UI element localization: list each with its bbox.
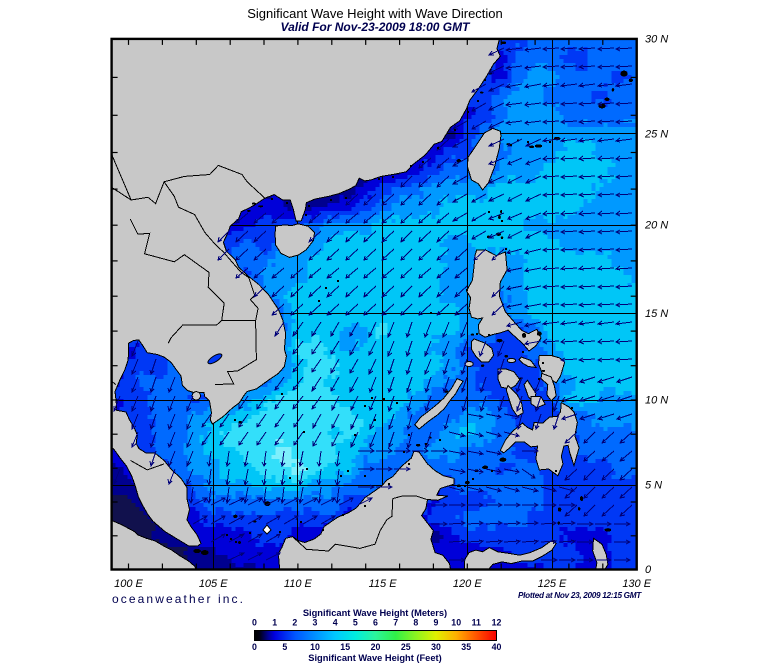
svg-text:Significant Wave Height with W: Significant Wave Height with Wave Direct… (247, 6, 503, 21)
svg-text:Valid For Nov-23-2009 18:00 GM: Valid For Nov-23-2009 18:00 GMT (281, 20, 472, 34)
svg-text:15 N: 15 N (645, 308, 668, 320)
svg-text:110 E: 110 E (284, 578, 313, 590)
svg-text:6: 6 (373, 618, 378, 628)
svg-text:9: 9 (434, 618, 439, 628)
svg-text:oceanweather inc.: oceanweather inc. (112, 592, 245, 606)
svg-text:130 E: 130 E (622, 578, 651, 590)
svg-text:20 N: 20 N (644, 220, 668, 232)
svg-text:8: 8 (413, 618, 418, 628)
svg-text:120 E: 120 E (453, 578, 482, 590)
svg-text:0: 0 (252, 642, 257, 652)
svg-text:12: 12 (492, 618, 502, 628)
svg-text:4: 4 (333, 618, 338, 628)
svg-text:11: 11 (472, 618, 481, 628)
svg-text:Plotted at Nov 23, 2009 12:15: Plotted at Nov 23, 2009 12:15 GMT (518, 591, 642, 600)
svg-text:25: 25 (401, 642, 411, 652)
svg-text:1: 1 (272, 618, 277, 628)
svg-text:125 E: 125 E (538, 578, 567, 590)
svg-text:15: 15 (340, 642, 350, 652)
svg-text:7: 7 (393, 618, 398, 628)
svg-text:40: 40 (492, 642, 502, 652)
svg-text:35: 35 (461, 642, 471, 652)
svg-text:5: 5 (282, 642, 287, 652)
svg-text:2: 2 (292, 618, 297, 628)
svg-text:10: 10 (310, 642, 320, 652)
svg-text:25 N: 25 N (644, 129, 668, 141)
svg-text:5 N: 5 N (645, 480, 662, 492)
svg-text:Significant Wave Height (Feet): Significant Wave Height (Feet) (308, 653, 441, 663)
svg-text:20: 20 (371, 642, 381, 652)
svg-text:105 E: 105 E (199, 578, 228, 590)
svg-text:5: 5 (353, 618, 358, 628)
svg-text:30: 30 (431, 642, 441, 652)
svg-text:0: 0 (645, 564, 652, 576)
svg-text:30 N: 30 N (645, 33, 668, 45)
svg-text:115 E: 115 E (369, 578, 398, 590)
svg-text:10: 10 (451, 618, 461, 628)
svg-text:Significant Wave Height (Meter: Significant Wave Height (Meters) (303, 608, 447, 618)
svg-text:100 E: 100 E (114, 578, 143, 590)
svg-text:0: 0 (252, 618, 257, 628)
svg-text:10 N: 10 N (645, 395, 668, 407)
svg-text:3: 3 (313, 618, 318, 628)
